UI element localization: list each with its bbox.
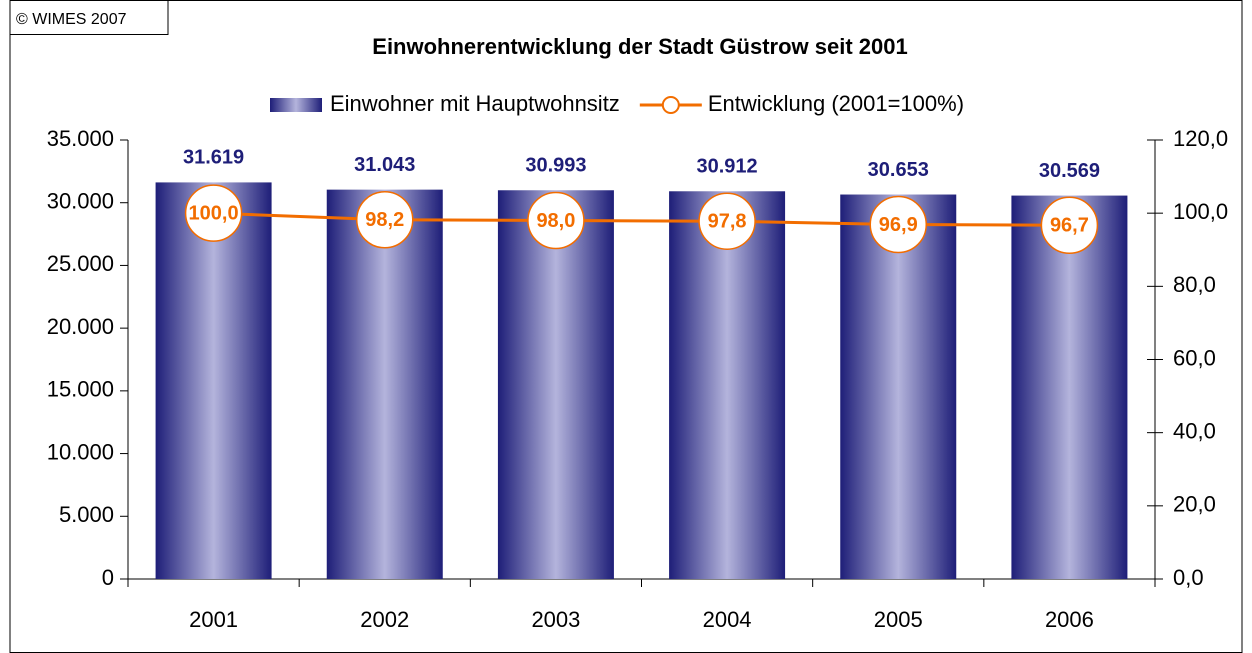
line-value-label: 96,7 (1050, 215, 1089, 237)
y-tick-label: 35.000 (47, 126, 114, 151)
line-value-label: 96,9 (879, 214, 918, 236)
bar-value-label: 31.043 (354, 154, 415, 176)
bar (155, 182, 272, 579)
y-tick-label: 0 (102, 565, 114, 590)
chart-title: Einwohnerentwicklung der Stadt Güstrow s… (372, 34, 907, 59)
bar-value-label: 31.619 (183, 147, 244, 169)
y-tick-label: 10.000 (47, 439, 114, 464)
bar-value-label: 30.912 (696, 156, 757, 178)
line-value-label: 98,0 (536, 210, 575, 232)
y2-tick-label: 0,0 (1173, 565, 1204, 590)
line-marker (698, 192, 756, 250)
bar (669, 191, 786, 579)
legend-swatch (270, 98, 322, 112)
legend-label: Entwicklung (2001=100%) (708, 91, 964, 116)
x-tick-label: 2004 (703, 607, 752, 632)
y2-tick-label: 80,0 (1173, 272, 1216, 297)
line-marker (1040, 196, 1099, 254)
bar (840, 194, 957, 579)
line-value-label: 98,2 (365, 209, 404, 231)
x-tick-label: 2001 (189, 607, 238, 632)
y-tick-label: 25.000 (47, 251, 114, 276)
x-tick-label: 2005 (874, 607, 923, 632)
line-marker (869, 195, 927, 254)
y-tick-label: 20.000 (47, 314, 114, 339)
line-marker (527, 191, 585, 250)
y2-tick-label: 100,0 (1173, 199, 1228, 224)
bar-value-label: 30.569 (1039, 160, 1100, 182)
copyright-box (9, 0, 169, 35)
legend-marker (661, 96, 680, 114)
y-tick-label: 5.000 (59, 502, 114, 527)
y2-tick-label: 120,0 (1173, 126, 1228, 151)
line-value-label: 97,8 (708, 210, 747, 232)
bar (1011, 195, 1128, 579)
line-marker (356, 191, 414, 249)
legend-label: Einwohner mit Hauptwohnsitz (330, 91, 620, 116)
bar-value-label: 30.993 (525, 155, 586, 177)
x-tick-label: 2006 (1045, 607, 1094, 632)
x-tick-label: 2002 (360, 607, 409, 632)
copyright: © WIMES 2007 (16, 11, 127, 28)
y2-tick-label: 60,0 (1173, 345, 1216, 370)
bar-value-label: 30.653 (868, 159, 929, 181)
x-tick-label: 2003 (531, 607, 580, 632)
bar (326, 189, 443, 579)
y2-tick-label: 40,0 (1173, 418, 1216, 443)
line-marker (184, 184, 243, 242)
line-value-label: 100,0 (189, 202, 239, 224)
y2-tick-label: 20,0 (1173, 492, 1216, 517)
bar (497, 190, 614, 580)
y-tick-label: 15.000 (47, 377, 114, 402)
y-tick-label: 30.000 (47, 189, 114, 214)
